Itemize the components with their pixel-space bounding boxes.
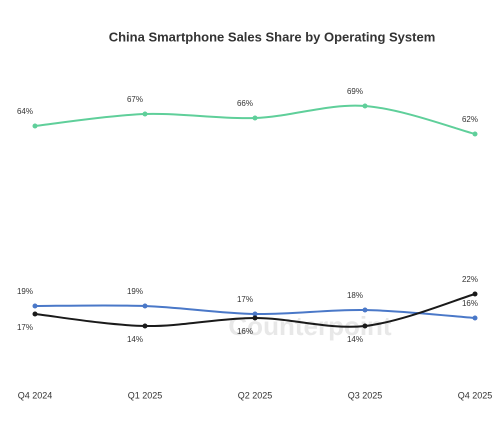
point: [142, 323, 148, 329]
data-label: 14%: [127, 335, 143, 344]
data-label: 17%: [17, 323, 33, 332]
x-tick-label: Q1 2025: [128, 390, 163, 400]
point: [252, 315, 258, 321]
point: [252, 115, 258, 121]
point: [32, 311, 38, 317]
point: [362, 103, 368, 109]
data-label: 19%: [127, 287, 143, 296]
point: [32, 303, 38, 309]
point: [472, 315, 478, 321]
point: [472, 291, 478, 297]
x-tick-label: Q4 2024: [18, 390, 53, 400]
data-label: 17%: [237, 295, 253, 304]
point: [142, 111, 148, 117]
point: [142, 303, 148, 309]
point: [252, 311, 258, 317]
data-label: 22%: [462, 275, 478, 284]
data-label: 69%: [347, 87, 363, 96]
data-label: 16%: [462, 299, 478, 308]
data-label: 18%: [347, 291, 363, 300]
data-label: 19%: [17, 287, 33, 296]
data-label: 66%: [237, 99, 253, 108]
data-label: 64%: [17, 107, 33, 116]
data-label: 62%: [462, 115, 478, 124]
point: [362, 323, 368, 329]
x-tick-label: Q3 2025: [348, 390, 383, 400]
point: [362, 307, 368, 313]
chart-title: China Smartphone Sales Share by Operatin…: [109, 29, 436, 44]
data-label: 67%: [127, 95, 143, 104]
point: [472, 131, 478, 137]
data-label: 16%: [237, 327, 253, 336]
point: [32, 123, 38, 129]
data-label: 14%: [347, 335, 363, 344]
x-tick-label: Q2 2025: [238, 390, 273, 400]
x-tick-label: Q4 2025: [458, 390, 493, 400]
